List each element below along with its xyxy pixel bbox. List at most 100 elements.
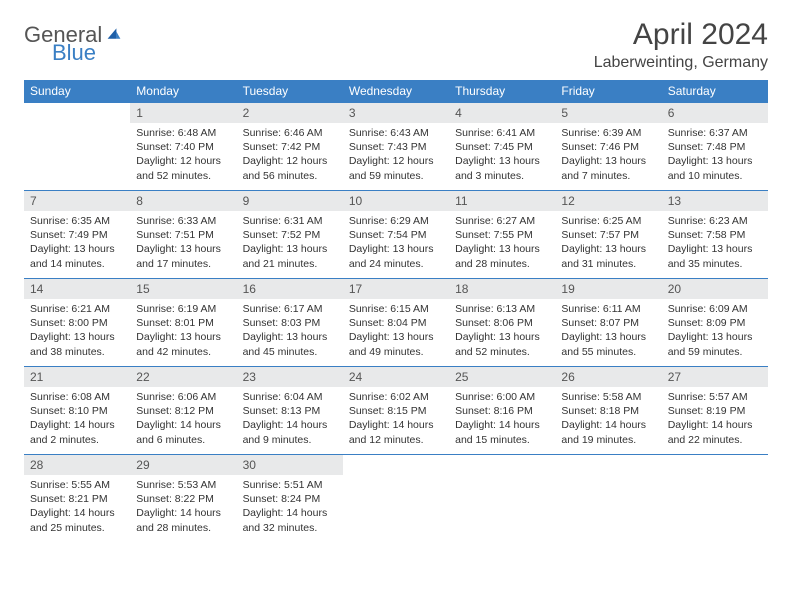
sunset-line: Sunset: 8:10 PM (30, 404, 124, 418)
day-details: Sunrise: 6:08 AMSunset: 8:10 PMDaylight:… (24, 387, 130, 453)
day-number: 24 (343, 366, 449, 387)
sunset-line: Sunset: 8:13 PM (243, 404, 337, 418)
daylight-line: Daylight: 13 hours and 38 minutes. (30, 330, 124, 358)
sunrise-line: Sunrise: 6:15 AM (349, 302, 443, 316)
sunset-line: Sunset: 7:46 PM (561, 140, 655, 154)
sunset-line: Sunset: 8:03 PM (243, 316, 337, 330)
sunset-line: Sunset: 8:06 PM (455, 316, 549, 330)
day-number: 3 (343, 102, 449, 123)
sunset-line: Sunset: 8:12 PM (136, 404, 230, 418)
calendar-row: 21Sunrise: 6:08 AMSunset: 8:10 PMDayligh… (24, 366, 768, 454)
day-cell: 22Sunrise: 6:06 AMSunset: 8:12 PMDayligh… (130, 366, 236, 454)
day-number: 4 (449, 102, 555, 123)
day-cell: 3Sunrise: 6:43 AMSunset: 7:43 PMDaylight… (343, 102, 449, 190)
day-number: 20 (662, 278, 768, 299)
day-details: Sunrise: 6:19 AMSunset: 8:01 PMDaylight:… (130, 299, 236, 365)
sunrise-line: Sunrise: 6:37 AM (668, 126, 762, 140)
day-cell: 18Sunrise: 6:13 AMSunset: 8:06 PMDayligh… (449, 278, 555, 366)
day-number: 21 (24, 366, 130, 387)
daylight-line: Daylight: 13 hours and 17 minutes. (136, 242, 230, 270)
day-cell: 14Sunrise: 6:21 AMSunset: 8:00 PMDayligh… (24, 278, 130, 366)
calendar-table: Sunday Monday Tuesday Wednesday Thursday… (24, 80, 768, 542)
empty-cell (24, 102, 130, 190)
sunset-line: Sunset: 7:55 PM (455, 228, 549, 242)
day-number: 6 (662, 102, 768, 123)
sunrise-line: Sunrise: 6:04 AM (243, 390, 337, 404)
sunrise-line: Sunrise: 6:25 AM (561, 214, 655, 228)
day-details: Sunrise: 5:51 AMSunset: 8:24 PMDaylight:… (237, 475, 343, 541)
weekday-header: Wednesday (343, 80, 449, 102)
daylight-line: Daylight: 12 hours and 59 minutes. (349, 154, 443, 182)
day-details: Sunrise: 6:15 AMSunset: 8:04 PMDaylight:… (343, 299, 449, 365)
sunrise-line: Sunrise: 6:31 AM (243, 214, 337, 228)
day-cell: 9Sunrise: 6:31 AMSunset: 7:52 PMDaylight… (237, 190, 343, 278)
weekday-header: Tuesday (237, 80, 343, 102)
daylight-line: Daylight: 13 hours and 21 minutes. (243, 242, 337, 270)
sunrise-line: Sunrise: 6:08 AM (30, 390, 124, 404)
daylight-line: Daylight: 14 hours and 12 minutes. (349, 418, 443, 446)
calendar-row: 28Sunrise: 5:55 AMSunset: 8:21 PMDayligh… (24, 454, 768, 542)
weekday-header-row: Sunday Monday Tuesday Wednesday Thursday… (24, 80, 768, 102)
title-block: April 2024 Laberweinting, Germany (594, 18, 768, 72)
weekday-header: Thursday (449, 80, 555, 102)
day-cell: 19Sunrise: 6:11 AMSunset: 8:07 PMDayligh… (555, 278, 661, 366)
day-number: 17 (343, 278, 449, 299)
sunset-line: Sunset: 8:16 PM (455, 404, 549, 418)
day-cell: 28Sunrise: 5:55 AMSunset: 8:21 PMDayligh… (24, 454, 130, 542)
header: GeneralBlue April 2024 Laberweinting, Ge… (24, 18, 768, 72)
day-details: Sunrise: 5:58 AMSunset: 8:18 PMDaylight:… (555, 387, 661, 453)
day-details: Sunrise: 6:09 AMSunset: 8:09 PMDaylight:… (662, 299, 768, 365)
day-details: Sunrise: 6:48 AMSunset: 7:40 PMDaylight:… (130, 123, 236, 189)
weekday-header: Sunday (24, 80, 130, 102)
calendar-row: 7Sunrise: 6:35 AMSunset: 7:49 PMDaylight… (24, 190, 768, 278)
month-title: April 2024 (594, 18, 768, 52)
daylight-line: Daylight: 13 hours and 42 minutes. (136, 330, 230, 358)
day-cell: 16Sunrise: 6:17 AMSunset: 8:03 PMDayligh… (237, 278, 343, 366)
sunrise-line: Sunrise: 6:17 AM (243, 302, 337, 316)
daylight-line: Daylight: 14 hours and 28 minutes. (136, 506, 230, 534)
daylight-line: Daylight: 13 hours and 10 minutes. (668, 154, 762, 182)
empty-cell (555, 454, 661, 542)
day-number: 16 (237, 278, 343, 299)
day-cell: 23Sunrise: 6:04 AMSunset: 8:13 PMDayligh… (237, 366, 343, 454)
day-details: Sunrise: 6:02 AMSunset: 8:15 PMDaylight:… (343, 387, 449, 453)
day-details: Sunrise: 6:39 AMSunset: 7:46 PMDaylight:… (555, 123, 661, 189)
sunset-line: Sunset: 7:58 PM (668, 228, 762, 242)
day-number: 5 (555, 102, 661, 123)
calendar-body: 1Sunrise: 6:48 AMSunset: 7:40 PMDaylight… (24, 102, 768, 542)
day-details: Sunrise: 6:23 AMSunset: 7:58 PMDaylight:… (662, 211, 768, 277)
sunrise-line: Sunrise: 6:00 AM (455, 390, 549, 404)
daylight-line: Daylight: 14 hours and 2 minutes. (30, 418, 124, 446)
sunrise-line: Sunrise: 6:39 AM (561, 126, 655, 140)
sunrise-line: Sunrise: 6:19 AM (136, 302, 230, 316)
day-cell: 17Sunrise: 6:15 AMSunset: 8:04 PMDayligh… (343, 278, 449, 366)
daylight-line: Daylight: 13 hours and 55 minutes. (561, 330, 655, 358)
day-number: 26 (555, 366, 661, 387)
day-number: 27 (662, 366, 768, 387)
sunrise-line: Sunrise: 6:33 AM (136, 214, 230, 228)
sunrise-line: Sunrise: 5:53 AM (136, 478, 230, 492)
weekday-header: Friday (555, 80, 661, 102)
sunset-line: Sunset: 8:07 PM (561, 316, 655, 330)
sunrise-line: Sunrise: 6:06 AM (136, 390, 230, 404)
day-cell: 29Sunrise: 5:53 AMSunset: 8:22 PMDayligh… (130, 454, 236, 542)
daylight-line: Daylight: 13 hours and 14 minutes. (30, 242, 124, 270)
day-number: 9 (237, 190, 343, 211)
sunrise-line: Sunrise: 6:27 AM (455, 214, 549, 228)
day-cell: 27Sunrise: 5:57 AMSunset: 8:19 PMDayligh… (662, 366, 768, 454)
day-cell: 10Sunrise: 6:29 AMSunset: 7:54 PMDayligh… (343, 190, 449, 278)
day-cell: 15Sunrise: 6:19 AMSunset: 8:01 PMDayligh… (130, 278, 236, 366)
daylight-line: Daylight: 12 hours and 56 minutes. (243, 154, 337, 182)
day-cell: 20Sunrise: 6:09 AMSunset: 8:09 PMDayligh… (662, 278, 768, 366)
daylight-line: Daylight: 13 hours and 49 minutes. (349, 330, 443, 358)
sunrise-line: Sunrise: 6:09 AM (668, 302, 762, 316)
daylight-line: Daylight: 14 hours and 19 minutes. (561, 418, 655, 446)
sunrise-line: Sunrise: 6:48 AM (136, 126, 230, 140)
day-number: 28 (24, 454, 130, 475)
weekday-header: Monday (130, 80, 236, 102)
day-details: Sunrise: 6:31 AMSunset: 7:52 PMDaylight:… (237, 211, 343, 277)
day-number: 12 (555, 190, 661, 211)
sunset-line: Sunset: 8:00 PM (30, 316, 124, 330)
sunrise-line: Sunrise: 6:43 AM (349, 126, 443, 140)
day-number: 8 (130, 190, 236, 211)
